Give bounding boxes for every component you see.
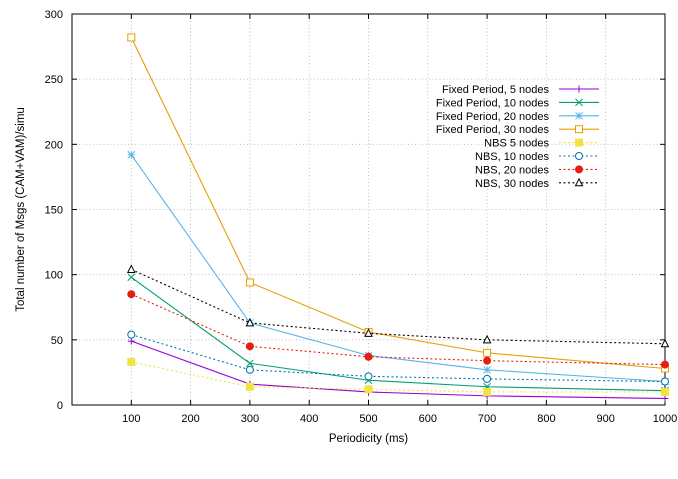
x-axis-label: Periodicity (ms) xyxy=(329,433,408,445)
circle-filled-marker xyxy=(127,290,136,299)
square-filled-marker xyxy=(483,387,492,396)
y-tick-label: 0 xyxy=(57,400,63,412)
star-marker xyxy=(575,111,583,120)
legend-item: NBS, 10 nodes xyxy=(475,151,599,163)
x-tick-label: 100 xyxy=(122,413,140,425)
triangle-open-marker xyxy=(245,317,255,327)
circle-open-marker xyxy=(661,377,669,386)
x-tick-label: 800 xyxy=(537,413,555,425)
circle-filled-marker xyxy=(364,352,373,361)
legend-label: Fixed Period, 30 nodes xyxy=(436,124,550,136)
legend-item: NBS, 30 nodes xyxy=(475,177,599,190)
axis-ticks: 100 200 300 400 500 600 700 800 900 1000 0 50 100 150… xyxy=(45,9,678,425)
series-line xyxy=(130,154,666,383)
triangle-open-marker xyxy=(482,334,492,344)
square-filled-marker xyxy=(127,357,136,366)
square-open-marker xyxy=(483,348,492,357)
y-tick-label: 50 xyxy=(51,335,63,347)
circle-open-marker xyxy=(245,365,254,374)
star-marker xyxy=(483,365,491,374)
grid xyxy=(72,13,666,406)
x-tick-label: 500 xyxy=(359,413,377,425)
series-8 xyxy=(126,264,670,348)
series-line xyxy=(131,268,666,345)
star-marker xyxy=(127,150,136,159)
series-line xyxy=(130,276,666,392)
square-filled-marker xyxy=(364,385,373,394)
series-line xyxy=(131,293,666,366)
square-open-marker xyxy=(575,125,583,134)
series-1 xyxy=(127,337,669,402)
series-line xyxy=(131,334,666,383)
legend-item: NBS, 20 nodes xyxy=(475,164,599,176)
series-line xyxy=(131,340,666,400)
x-tick-label: 400 xyxy=(300,413,318,425)
x-tick-label: 900 xyxy=(597,413,615,425)
series-6 xyxy=(127,330,669,386)
triangle-open-marker xyxy=(574,177,584,187)
plus-marker xyxy=(127,337,135,345)
circle-filled-marker xyxy=(661,360,669,369)
circle-filled-marker xyxy=(575,165,583,174)
series-7 xyxy=(127,290,669,369)
legend-item: Fixed Period, 20 nodes xyxy=(436,111,599,123)
triangle-open-marker xyxy=(126,264,136,273)
legend-label: Fixed Period, 20 nodes xyxy=(436,111,550,123)
y-tick-label: 100 xyxy=(45,270,63,282)
y-tick-label: 200 xyxy=(45,139,63,151)
legend-label: NBS 5 nodes xyxy=(484,138,549,150)
square-filled-marker xyxy=(245,382,254,391)
series-line xyxy=(131,361,665,393)
cross-marker xyxy=(575,98,583,107)
circle-filled-marker xyxy=(483,356,492,365)
series-line xyxy=(130,37,666,370)
legend-label: Fixed Period, 5 nodes xyxy=(442,84,550,96)
y-tick-label: 250 xyxy=(45,74,63,86)
legend-label: NBS, 10 nodes xyxy=(475,151,549,163)
y-axis-label: Total number of Msgs (CAM+VAM)/simu xyxy=(15,107,27,312)
triangle-open-marker xyxy=(660,338,670,348)
legend-item: NBS 5 nodes xyxy=(484,138,599,150)
series-5 xyxy=(127,357,669,396)
y-tick-label: 150 xyxy=(45,205,63,217)
circle-open-marker xyxy=(575,152,583,160)
series-3 xyxy=(127,150,669,386)
x-tick-label: 600 xyxy=(419,413,437,425)
circle-filled-marker xyxy=(245,342,254,351)
circle-open-marker xyxy=(127,330,136,339)
legend-label: Fixed Period, 10 nodes xyxy=(436,97,550,109)
x-tick-label: 700 xyxy=(478,413,496,425)
x-tick-label: 200 xyxy=(181,413,199,425)
plus-marker xyxy=(575,85,583,93)
cross-marker xyxy=(127,273,136,282)
legend-label: NBS, 30 nodes xyxy=(475,178,549,190)
x-tick-label: 300 xyxy=(241,413,259,425)
plus-marker xyxy=(661,394,669,402)
square-filled-marker xyxy=(661,387,669,396)
x-tick-label: 1000 xyxy=(653,413,677,425)
legend-label: NBS, 20 nodes xyxy=(475,164,549,176)
series-4 xyxy=(127,33,669,373)
circle-open-marker xyxy=(483,374,492,383)
series-group xyxy=(126,33,670,402)
legend-item: Fixed Period, 5 nodes xyxy=(442,84,599,96)
y-tick-label: 300 xyxy=(45,9,63,21)
cross-marker xyxy=(246,359,254,368)
triangle-open-marker xyxy=(364,328,373,337)
circle-open-marker xyxy=(364,372,373,381)
square-open-marker xyxy=(127,33,136,42)
square-filled-marker xyxy=(575,138,583,147)
legend-item: Fixed Period, 30 nodes xyxy=(436,124,599,136)
square-open-marker xyxy=(245,278,254,287)
legend-item: Fixed Period, 10 nodes xyxy=(436,97,599,109)
